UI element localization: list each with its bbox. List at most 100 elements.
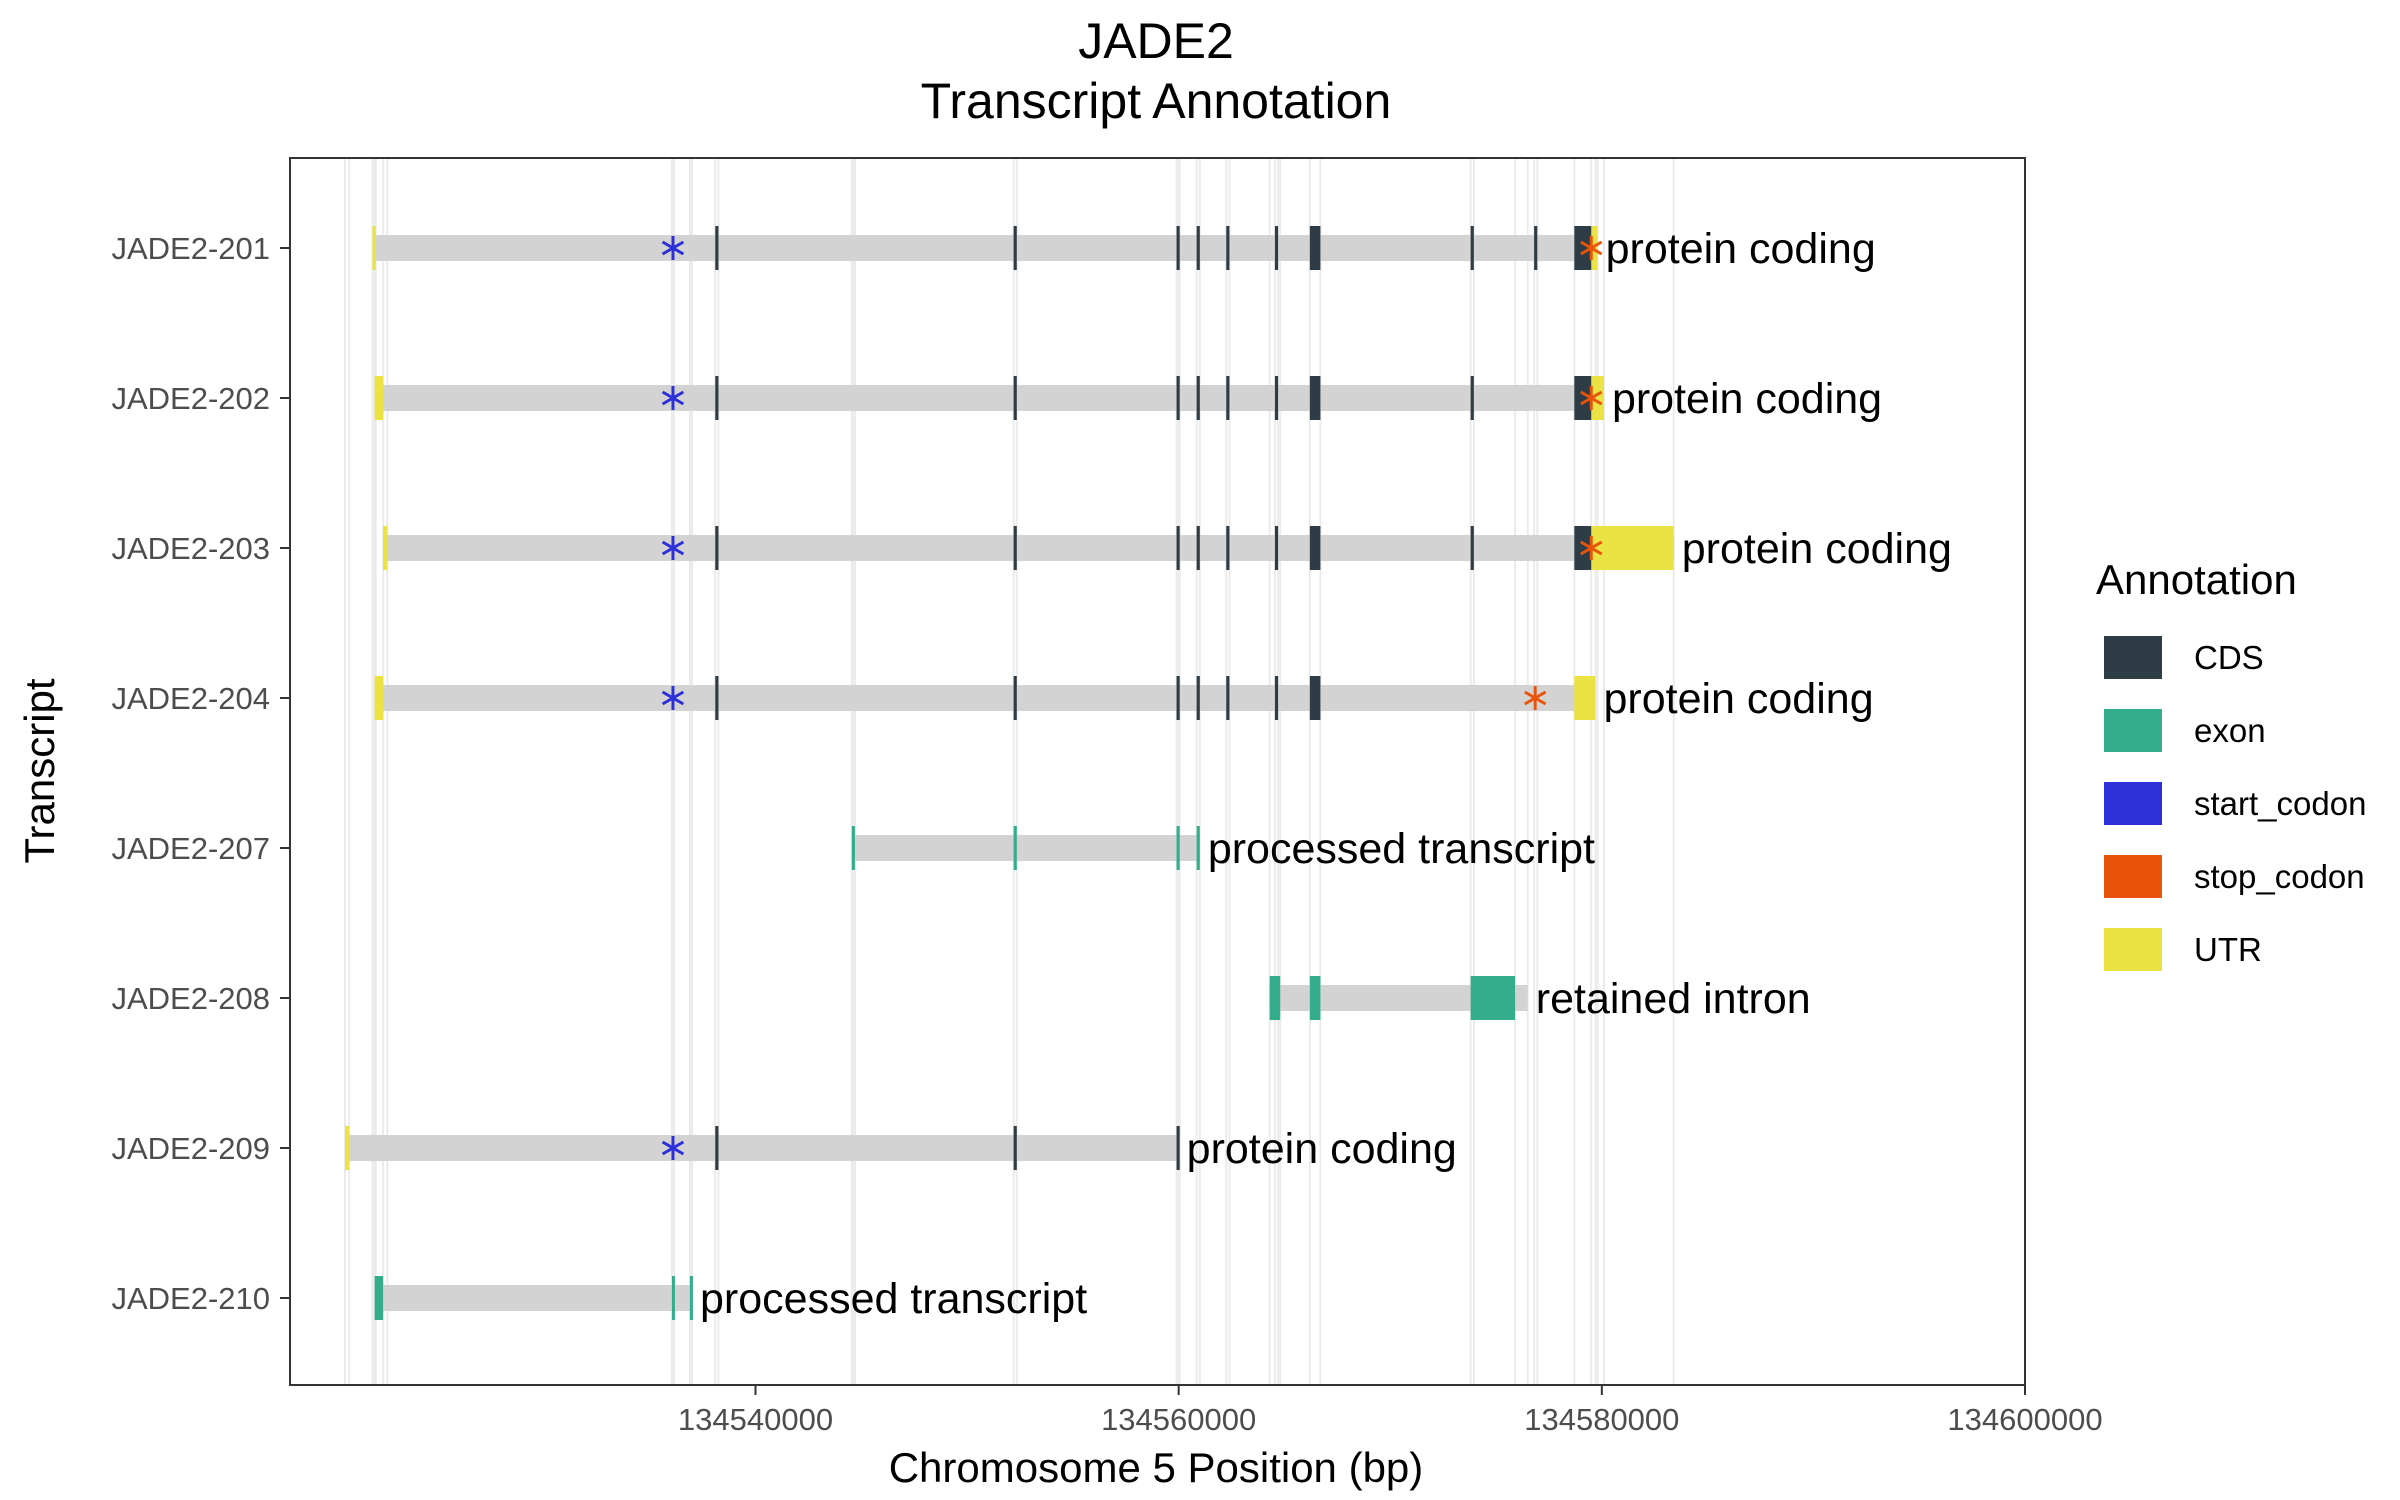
start-codon-marker bbox=[661, 686, 685, 710]
cds-block bbox=[1196, 226, 1200, 270]
asterisk-stroke bbox=[1580, 240, 1603, 256]
chart-title-line-2: Transcript Annotation bbox=[921, 73, 1392, 129]
cds-block bbox=[1176, 526, 1180, 570]
exon-block bbox=[689, 1276, 693, 1320]
cds-block bbox=[1574, 526, 1592, 570]
x-axis: 134540000 134560000 134580000 134600000 bbox=[678, 1385, 2103, 1437]
asterisk-stroke bbox=[661, 390, 685, 406]
transcript-row: processed transcript bbox=[851, 825, 1595, 873]
start-codon-marker bbox=[661, 1136, 685, 1160]
cds-block bbox=[1274, 676, 1279, 720]
y-tick-label: JADE2-207 bbox=[111, 831, 270, 866]
cds-block bbox=[715, 1126, 719, 1170]
intron-backbone bbox=[383, 535, 1674, 561]
intron-backbone bbox=[374, 685, 1596, 711]
cds-block bbox=[1534, 226, 1538, 270]
stop-codon-marker bbox=[1580, 236, 1603, 260]
cds-block bbox=[1309, 226, 1321, 270]
legend-key-UTR bbox=[2104, 928, 2162, 971]
y-tick-label: JADE2-202 bbox=[111, 381, 270, 416]
start-codon-marker bbox=[661, 536, 685, 560]
cds-block bbox=[1226, 226, 1230, 270]
transcript-row: protein coding bbox=[345, 1125, 1457, 1173]
cds-block bbox=[1470, 226, 1474, 270]
utr-block bbox=[1591, 226, 1598, 270]
legend-key-stop-codon bbox=[2104, 855, 2162, 898]
transcript-biotype-label: processed transcript bbox=[700, 1275, 1087, 1323]
start-codon-marker bbox=[661, 236, 685, 260]
cds-block bbox=[1176, 226, 1180, 270]
transcript-row: processed transcript bbox=[374, 1275, 1087, 1323]
transcript-biotype-label: protein coding bbox=[1187, 1125, 1457, 1173]
exon-block bbox=[1269, 976, 1281, 1020]
chart-title: JADE2 Transcript Annotation bbox=[921, 13, 1392, 129]
asterisk-stroke bbox=[661, 690, 685, 706]
transcript-biotype-label: protein coding bbox=[1612, 375, 1882, 423]
stop-codon-marker bbox=[1524, 686, 1547, 710]
intron-backbone bbox=[374, 385, 1604, 411]
intron-backbone bbox=[374, 1285, 693, 1311]
asterisk-stroke bbox=[1524, 690, 1547, 706]
intron-backbone bbox=[372, 235, 1598, 261]
utr-block bbox=[383, 526, 388, 570]
utr-block bbox=[1591, 376, 1604, 420]
cds-block bbox=[1176, 1126, 1180, 1170]
transcript-biotype-label: protein coding bbox=[1603, 675, 1873, 723]
intron-backbone bbox=[345, 1135, 1179, 1161]
y-axis-title: Transcript bbox=[16, 678, 63, 863]
cds-block bbox=[1470, 526, 1474, 570]
cds-block bbox=[1196, 676, 1200, 720]
exon-block bbox=[1196, 826, 1200, 870]
cds-block bbox=[1176, 376, 1180, 420]
legend-key-CDS bbox=[2104, 636, 2162, 679]
y-axis: JADE2-210 JADE2-209 JADE2-208 JADE2-207 JADE… bbox=[111, 231, 290, 1316]
exon-block bbox=[1013, 826, 1017, 870]
asterisk-stroke bbox=[1580, 540, 1603, 556]
transcript-biotype-label: processed transcript bbox=[1208, 825, 1595, 873]
y-tick-label: JADE2-204 bbox=[111, 681, 270, 716]
asterisk-stroke bbox=[661, 240, 685, 256]
utr-block bbox=[1574, 676, 1596, 720]
cds-block bbox=[1574, 376, 1592, 420]
cds-block bbox=[1176, 676, 1180, 720]
cds-block bbox=[1309, 376, 1321, 420]
cds-block bbox=[1309, 526, 1321, 570]
asterisk-stroke bbox=[661, 540, 685, 556]
x-tick-label: 134540000 bbox=[678, 1402, 833, 1437]
exon-block bbox=[1309, 976, 1321, 1020]
cds-block bbox=[1274, 376, 1279, 420]
exon-block bbox=[671, 1276, 675, 1320]
cds-block bbox=[1226, 676, 1230, 720]
transcript-row: protein coding bbox=[372, 225, 1876, 273]
y-tick-label: JADE2-209 bbox=[111, 1131, 270, 1166]
utr-block bbox=[374, 676, 384, 720]
transcript-biotype-label: protein coding bbox=[1682, 525, 1952, 573]
transcript-biotype-label: retained intron bbox=[1536, 975, 1811, 1023]
cds-block bbox=[1013, 226, 1017, 270]
cds-block bbox=[1274, 526, 1279, 570]
cds-block bbox=[1274, 226, 1279, 270]
utr-block bbox=[1591, 526, 1674, 570]
exon-block bbox=[1176, 826, 1180, 870]
legend-key-start-codon bbox=[2104, 782, 2162, 825]
x-tick-label: 134560000 bbox=[1101, 1402, 1256, 1437]
transcript-row: protein coding bbox=[374, 675, 1874, 723]
transcript-row: protein coding bbox=[383, 525, 1952, 573]
cds-block bbox=[1226, 376, 1230, 420]
cds-block bbox=[1309, 676, 1321, 720]
cds-block bbox=[715, 526, 719, 570]
utr-block bbox=[374, 376, 384, 420]
transcript-row: protein coding bbox=[374, 375, 1882, 423]
stop-codon-marker bbox=[1580, 386, 1603, 410]
asterisk-stroke bbox=[1580, 390, 1603, 406]
exon-block bbox=[374, 1276, 384, 1320]
x-axis-title: Chromosome 5 Position (bp) bbox=[889, 1444, 1424, 1491]
y-tick-label: JADE2-201 bbox=[111, 231, 270, 266]
exon-block bbox=[1470, 976, 1516, 1020]
cds-block bbox=[1574, 226, 1592, 270]
cds-block bbox=[1196, 526, 1200, 570]
cds-block bbox=[1226, 526, 1230, 570]
y-tick-label: JADE2-210 bbox=[111, 1281, 270, 1316]
y-tick-label: JADE2-203 bbox=[111, 531, 270, 566]
